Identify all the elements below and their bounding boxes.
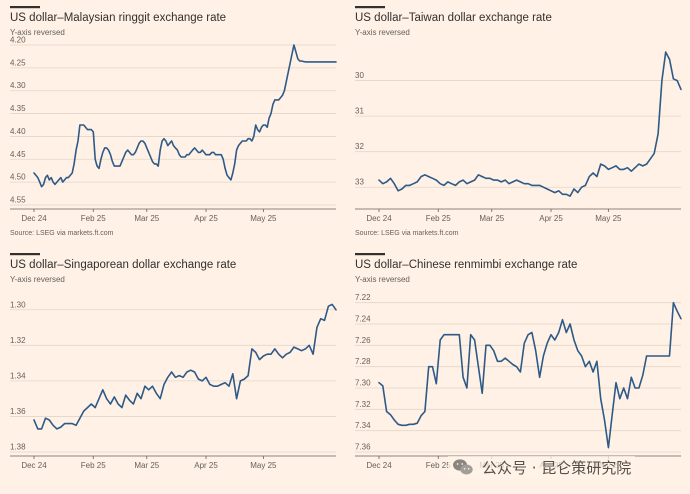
x-tick-label: Apr 25	[539, 214, 563, 223]
watermark-text: 公众号 · 昆仑策研究院	[482, 458, 632, 477]
chart-subtitle: Y-axis reversed	[10, 275, 65, 284]
chart-cny: US dollar–Chinese renmimbi exchange rate…	[355, 253, 682, 470]
x-tick-label: Dec 24	[366, 461, 392, 470]
y-tick-label: 7.36	[355, 443, 371, 452]
y-tick-label: 33	[355, 178, 364, 187]
y-tick-label: 4.20	[10, 36, 26, 45]
x-tick-label: Mar 25	[134, 461, 159, 470]
x-tick-label: Dec 24	[21, 461, 47, 470]
chart-title: US dollar–Taiwan dollar exchange rate	[355, 12, 552, 24]
x-tick-label: May 25	[595, 214, 622, 223]
x-tick-label: Feb 25	[426, 214, 451, 223]
y-tick-label: 7.30	[355, 379, 371, 388]
y-tick-label: 7.28	[355, 357, 371, 366]
chart-panel-sgd: US dollar–Singaporean dollar exchange ra…	[0, 247, 345, 494]
y-tick-label: 1.36	[10, 407, 26, 416]
y-tick-label: 4.45	[10, 150, 26, 159]
series-line-usd-cny	[378, 301, 682, 449]
y-tick-label: 7.34	[355, 421, 371, 430]
chart-subtitle: Y-axis reversed	[10, 28, 65, 37]
watermark: 公众号 · 昆仑策研究院	[448, 456, 636, 478]
title-accent-bar	[10, 6, 40, 9]
chart-subtitle: Y-axis reversed	[355, 275, 410, 284]
x-tick-label: Feb 25	[81, 214, 106, 223]
chart-subtitle: Y-axis reversed	[355, 28, 410, 37]
title-accent-bar	[355, 253, 385, 256]
chart-sgd: US dollar–Singaporean dollar exchange ra…	[10, 253, 337, 470]
x-tick-label: Mar 25	[479, 214, 504, 223]
series-line-usd-sgd	[33, 303, 337, 430]
chart-twd: US dollar–Taiwan dollar exchange rate Y-a…	[355, 6, 682, 237]
y-tick-label: 4.40	[10, 127, 26, 136]
wechat-icon	[453, 459, 473, 475]
y-tick-label: 7.32	[355, 400, 371, 409]
y-tick-label: 7.22	[355, 293, 371, 302]
y-tick-label: 1.38	[10, 443, 26, 452]
x-tick-label: Apr 25	[194, 214, 218, 223]
chart-panel-cny: US dollar–Chinese renmimbi exchange rate…	[345, 247, 690, 494]
chart-panel-twd: US dollar–Taiwan dollar exchange rate Y-a…	[345, 0, 690, 247]
series-line-usd-myr	[33, 44, 337, 188]
chart-myr: US dollar–Malaysian ringgit exchange rat…	[10, 6, 337, 237]
y-tick-label: 4.30	[10, 81, 26, 90]
y-tick-label: 4.55	[10, 196, 26, 205]
x-tick-label: Dec 24	[21, 214, 47, 223]
y-tick-label: 1.30	[10, 300, 26, 309]
y-tick-label: 1.34	[10, 371, 26, 380]
chart-panel-myr: US dollar–Malaysian ringgit exchange rat…	[0, 0, 345, 247]
x-tick-label: May 25	[250, 461, 277, 470]
chart-title: US dollar–Singaporean dollar exchange ra…	[10, 259, 236, 271]
y-tick-label: 4.25	[10, 58, 26, 67]
y-tick-label: 7.24	[355, 315, 371, 324]
source-note: Source: LSEG via markets.ft.com	[355, 230, 459, 237]
x-tick-label: Mar 25	[134, 214, 159, 223]
series-line-usd-twd	[378, 51, 682, 197]
y-tick-label: 30	[355, 71, 364, 80]
y-tick-label: 4.35	[10, 104, 26, 113]
y-tick-label: 31	[355, 107, 364, 116]
title-accent-bar	[10, 253, 40, 256]
chart-title: US dollar–Malaysian ringgit exchange rat…	[10, 12, 226, 24]
x-tick-label: Apr 25	[194, 461, 218, 470]
x-tick-label: Dec 24	[366, 214, 392, 223]
y-tick-label: 4.50	[10, 173, 26, 182]
title-accent-bar	[355, 6, 385, 9]
source-note: Source: LSEG via markets.ft.com	[10, 230, 114, 237]
y-tick-label: 32	[355, 142, 364, 151]
y-tick-label: 7.26	[355, 336, 371, 345]
chart-title: US dollar–Chinese renmimbi exchange rate	[355, 259, 577, 271]
x-tick-label: Feb 25	[81, 461, 106, 470]
y-tick-label: 1.32	[10, 336, 26, 345]
x-tick-label: May 25	[250, 214, 277, 223]
x-tick-label: Feb 25	[426, 461, 451, 470]
